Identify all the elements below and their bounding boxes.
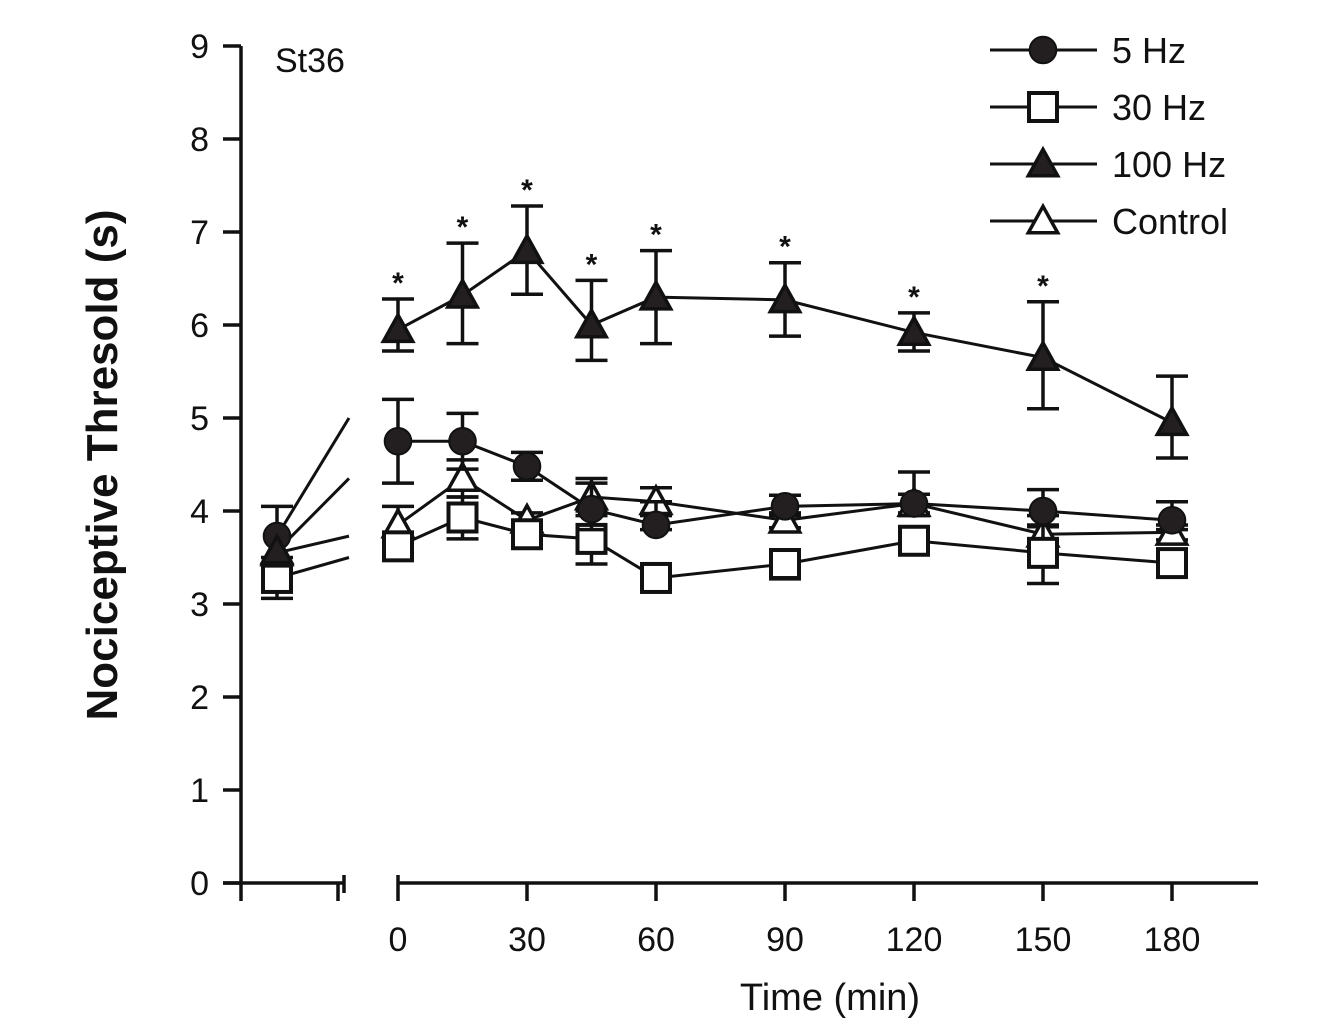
data-point xyxy=(380,311,416,344)
x-axis-title: Time (min) xyxy=(740,977,920,1019)
y-tick-label: 3 xyxy=(190,586,209,624)
data-point xyxy=(1157,506,1187,535)
legend-item: 30 Hz xyxy=(990,87,1206,128)
y-tick-label: 2 xyxy=(190,679,209,717)
x-tick-label: 150 xyxy=(1015,921,1072,959)
data-point xyxy=(448,426,477,456)
y-tick-label: 7 xyxy=(190,214,209,252)
data-point xyxy=(577,494,606,524)
data-point xyxy=(769,548,801,581)
data-point xyxy=(1154,404,1190,437)
legend-item: Control xyxy=(990,201,1228,242)
data-point xyxy=(509,232,545,265)
data-point xyxy=(638,278,674,311)
legend-item: 5 Hz xyxy=(990,30,1186,71)
legend-marker xyxy=(1025,145,1061,178)
y-axis-ticks: 0 1 2 3 4 5 6 7 8 9 xyxy=(190,28,241,903)
data-point xyxy=(896,314,932,346)
x-tick-label: 60 xyxy=(637,921,675,959)
data-point xyxy=(770,492,800,521)
data-point xyxy=(899,489,929,518)
data-point xyxy=(573,306,610,339)
x-tick-label: 90 xyxy=(766,921,804,959)
series-100-hz: * * * * * * * * xyxy=(259,174,1190,565)
data-point xyxy=(767,281,803,314)
data-point xyxy=(444,460,481,492)
data-point xyxy=(641,510,671,540)
legend-label: 100 Hz xyxy=(1112,144,1226,185)
y-tick-label: 0 xyxy=(190,865,209,903)
significance-star: * xyxy=(392,267,404,300)
y-tick-label: 5 xyxy=(190,400,209,438)
data-point xyxy=(1156,547,1188,580)
data-point xyxy=(1027,536,1059,569)
data-point xyxy=(512,452,542,481)
data-point xyxy=(382,530,414,563)
significance-star: * xyxy=(1037,270,1049,303)
y-tick-label: 4 xyxy=(190,493,209,531)
baseline-connector-line xyxy=(275,417,351,537)
baseline-point xyxy=(259,532,295,565)
legend-label: 30 Hz xyxy=(1112,87,1206,128)
y-tick-label: 8 xyxy=(190,121,209,159)
legend-label: 5 Hz xyxy=(1112,30,1186,71)
baseline-connector-line xyxy=(276,534,350,555)
legend-marker xyxy=(1025,202,1061,235)
significance-star: * xyxy=(650,219,662,252)
significance-star: * xyxy=(457,211,469,244)
significance-star: * xyxy=(521,174,533,207)
axes xyxy=(223,46,1258,901)
data-point xyxy=(640,561,672,594)
x-tick-label: 180 xyxy=(1144,921,1201,959)
data-point xyxy=(444,276,481,309)
y-tick-label: 1 xyxy=(190,772,209,810)
legend-marker xyxy=(1028,35,1058,65)
legend-marker xyxy=(1027,91,1059,123)
significance-star: * xyxy=(586,248,598,281)
y-axis-title: Nociceptive Thresold (s) xyxy=(78,209,127,720)
data-point xyxy=(1028,496,1058,526)
x-tick-label: 0 xyxy=(389,921,408,959)
panel-label: St36 xyxy=(275,42,345,80)
significance-star: * xyxy=(779,231,791,264)
x-tick-label: 30 xyxy=(508,921,546,959)
data-point xyxy=(511,518,543,551)
legend: 5 Hz 30 Hz 100 Hz Control xyxy=(990,30,1228,242)
legend-label: Control xyxy=(1112,201,1228,242)
y-tick-label: 6 xyxy=(190,307,209,345)
y-tick-label: 9 xyxy=(190,28,209,66)
data-point xyxy=(446,501,479,534)
data-point xyxy=(1025,339,1061,372)
x-tick-label: 120 xyxy=(886,921,943,959)
x-axis-ticks: 0 30 60 90 120 150 180 xyxy=(389,883,1201,959)
baseline-point xyxy=(261,561,293,594)
significance-star: * xyxy=(908,281,920,314)
series-group: * * * * * * * * xyxy=(259,174,1190,601)
data-point xyxy=(383,426,413,456)
legend-item: 100 Hz xyxy=(990,144,1226,185)
data-point xyxy=(898,524,930,557)
